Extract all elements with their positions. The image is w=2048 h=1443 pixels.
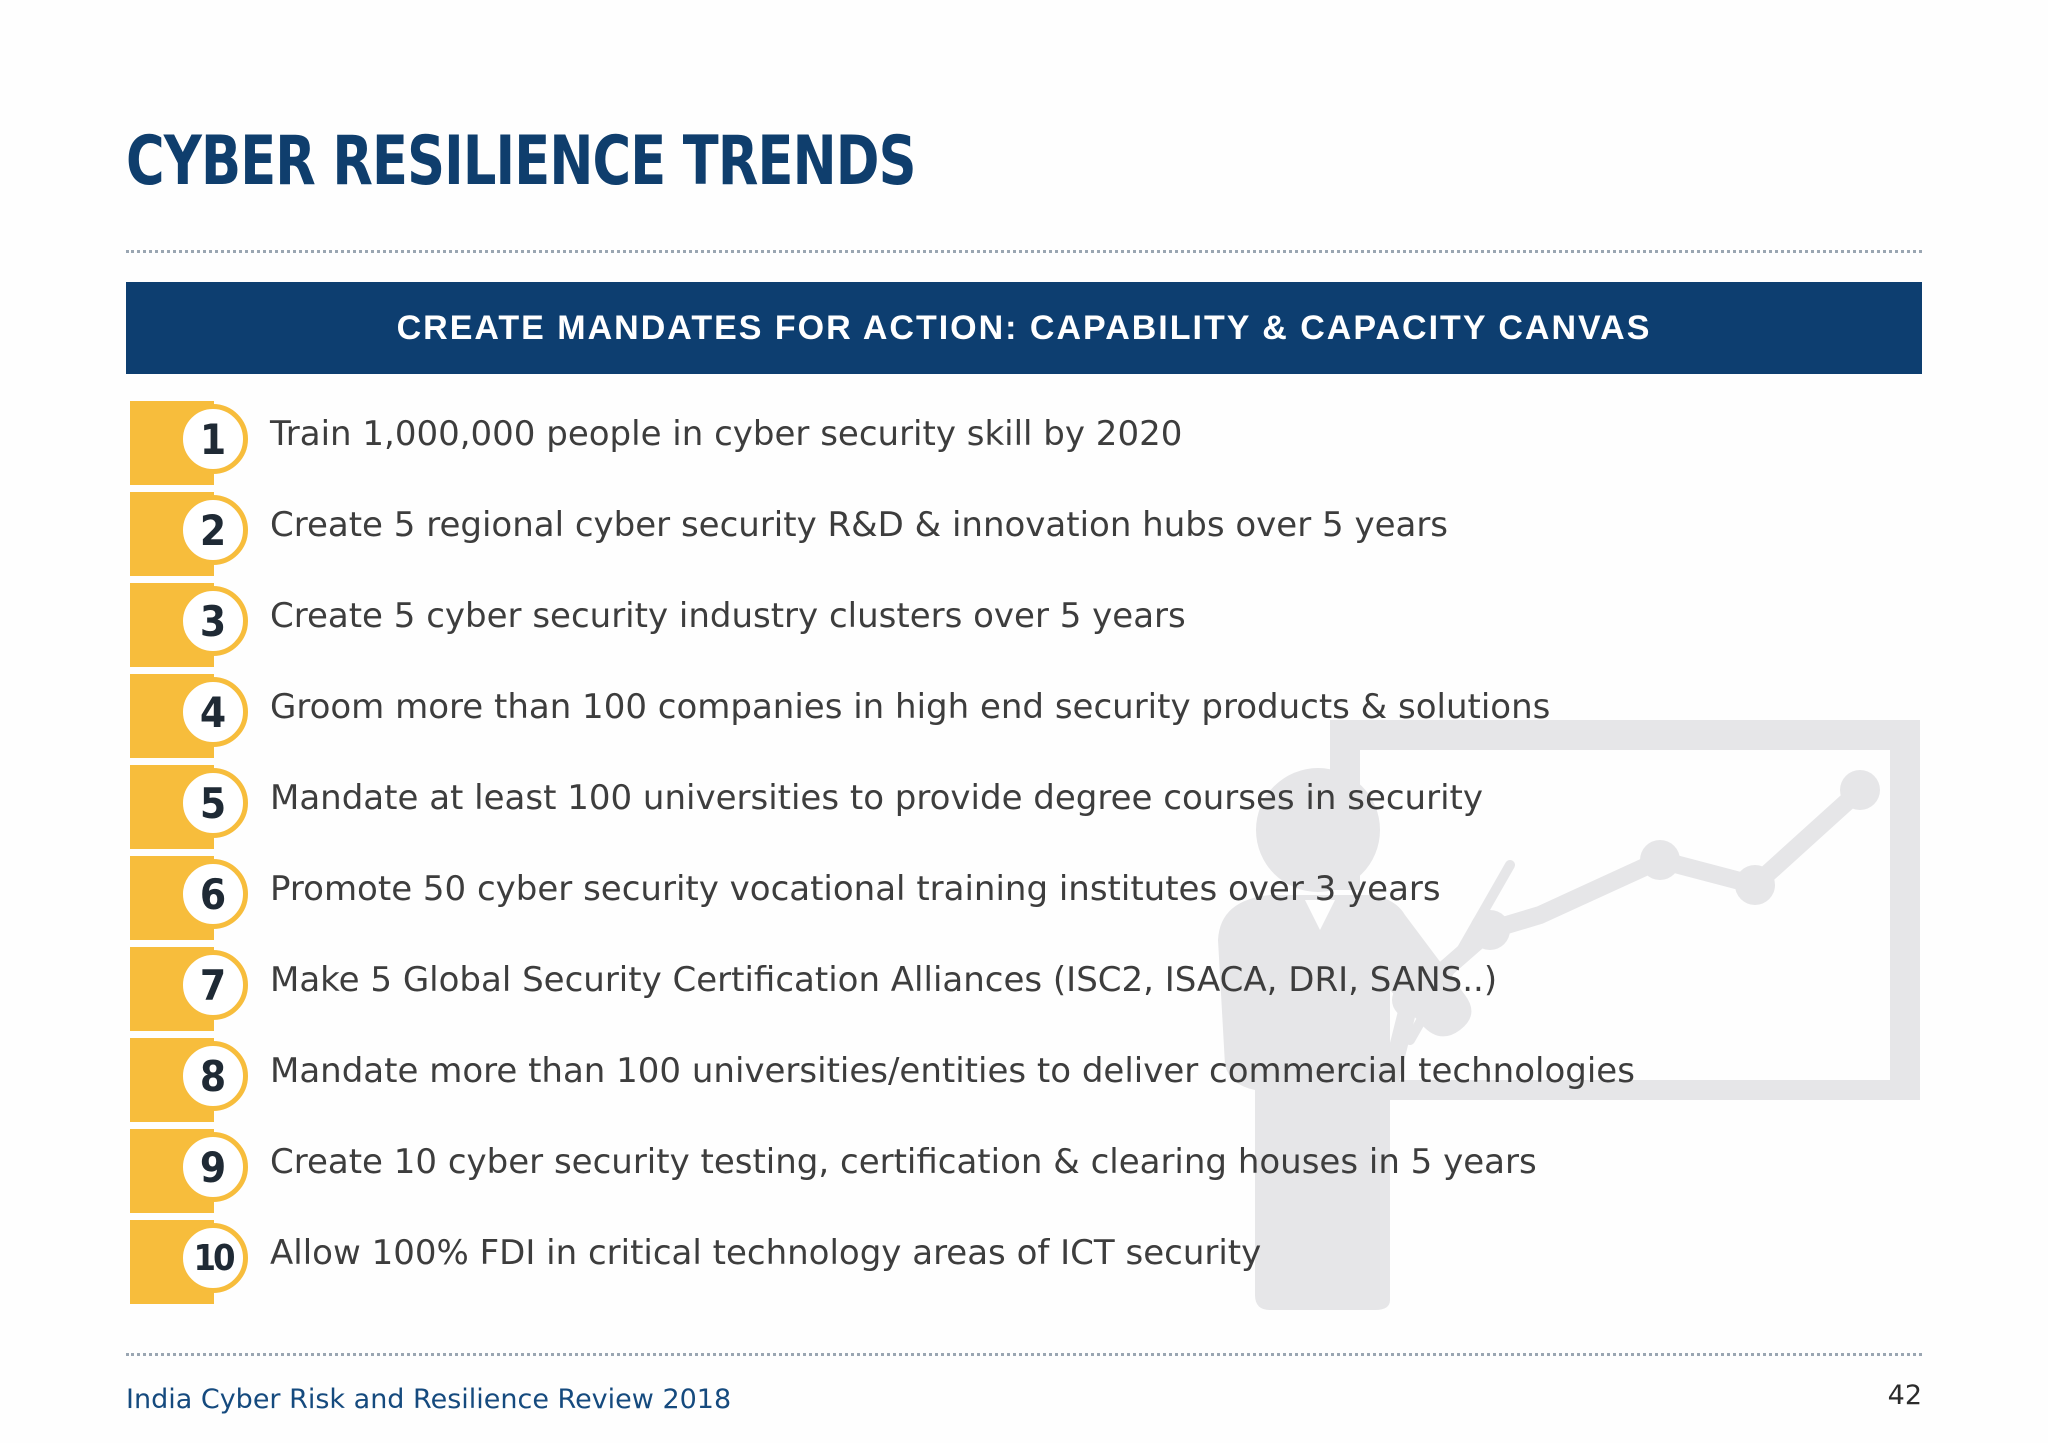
item-number: 3	[178, 586, 248, 656]
item-number: 2	[178, 495, 248, 565]
list-item: 6 Promote 50 cyber security vocational t…	[130, 853, 1830, 944]
section-banner: CREATE MANDATES FOR ACTION: CAPABILITY &…	[126, 282, 1922, 374]
item-number: 5	[178, 768, 248, 838]
item-text: Make 5 Global Security Certification All…	[270, 960, 1498, 1000]
divider-bottom	[126, 1353, 1922, 1356]
item-text: Allow 100% FDI in critical technology ar…	[270, 1233, 1262, 1273]
divider-top	[126, 250, 1922, 253]
presenter-with-chart-icon	[1218, 720, 1920, 1310]
item-number: 6	[178, 859, 248, 929]
item-number: 9	[178, 1132, 248, 1202]
item-text: Mandate at least 100 universities to pro…	[270, 778, 1483, 818]
page-title: CYBER RESILIENCE TRENDS	[126, 122, 916, 201]
list-item: 3 Create 5 cyber security industry clust…	[130, 580, 1830, 671]
item-number: 1	[178, 404, 248, 474]
banner-label: CREATE MANDATES FOR ACTION: CAPABILITY &…	[396, 308, 1652, 347]
list-item: 1 Train 1,000,000 people in cyber securi…	[130, 398, 1830, 489]
mandate-list: 1 Train 1,000,000 people in cyber securi…	[130, 398, 1830, 1308]
list-item: 2 Create 5 regional cyber security R&D &…	[130, 489, 1830, 580]
item-text: Promote 50 cyber security vocational tra…	[270, 869, 1441, 909]
list-item: 8 Mandate more than 100 universities/ent…	[130, 1035, 1830, 1126]
item-text: Mandate more than 100 universities/entit…	[270, 1051, 1635, 1091]
item-number: 7	[178, 950, 248, 1020]
item-text: Create 5 regional cyber security R&D & i…	[270, 505, 1449, 545]
item-text: Create 10 cyber security testing, certif…	[270, 1142, 1537, 1182]
list-item: 7 Make 5 Global Security Certification A…	[130, 944, 1830, 1035]
item-number: 10	[178, 1223, 248, 1293]
item-text: Train 1,000,000 people in cyber security…	[270, 414, 1183, 454]
item-text: Create 5 cyber security industry cluster…	[270, 596, 1186, 636]
item-text: Groom more than 100 companies in high en…	[270, 687, 1551, 727]
item-number: 8	[178, 1041, 248, 1111]
list-item: 10 Allow 100% FDI in critical technology…	[130, 1217, 1830, 1308]
list-item: 5 Mandate at least 100 universities to p…	[130, 762, 1830, 853]
footer-source: India Cyber Risk and Resilience Review 2…	[126, 1384, 732, 1415]
list-item: 9 Create 10 cyber security testing, cert…	[130, 1126, 1830, 1217]
page-number: 42	[1887, 1380, 1922, 1411]
list-item: 4 Groom more than 100 companies in high …	[130, 671, 1830, 762]
item-number: 4	[178, 677, 248, 747]
